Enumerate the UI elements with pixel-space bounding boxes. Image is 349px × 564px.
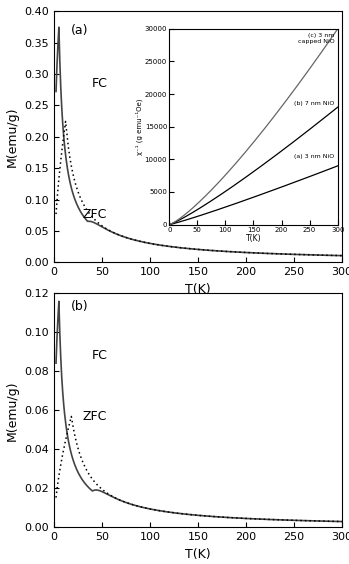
Text: (b): (b) (71, 300, 89, 313)
X-axis label: T(K): T(K) (185, 283, 211, 296)
Y-axis label: M(emu/g): M(emu/g) (6, 380, 19, 440)
Text: (a): (a) (71, 24, 89, 37)
Text: FC: FC (91, 77, 107, 90)
Text: ZFC: ZFC (83, 208, 107, 221)
Y-axis label: M(emu/g): M(emu/g) (6, 107, 19, 167)
Text: ZFC: ZFC (83, 409, 107, 422)
Text: FC: FC (91, 349, 107, 362)
X-axis label: T(K): T(K) (185, 548, 211, 561)
